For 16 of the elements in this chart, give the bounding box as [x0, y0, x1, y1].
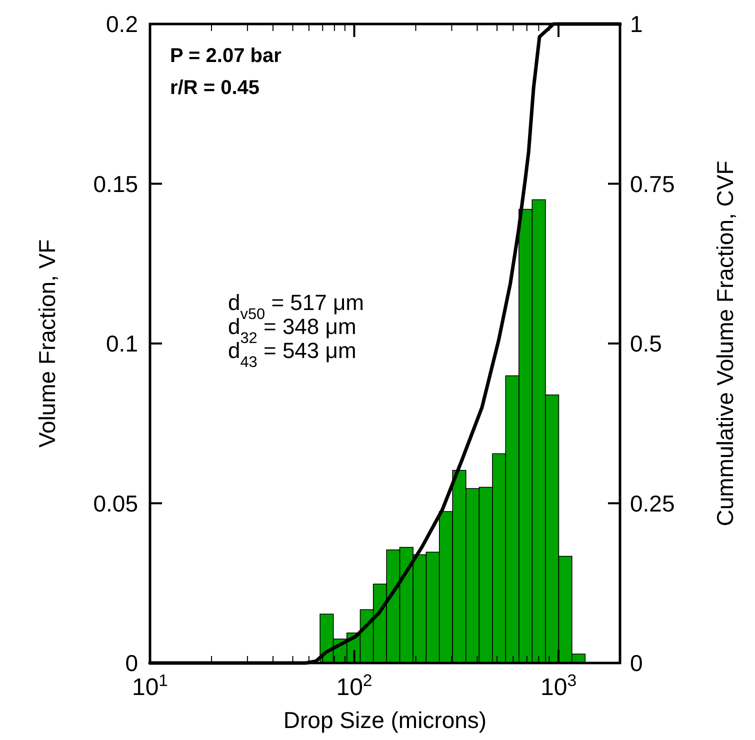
x-tick-label: 10$^{2}$ — [336, 670, 372, 701]
y-tick-label: 0.2 — [106, 11, 138, 37]
y2-tick-label: 0 — [630, 650, 643, 676]
y2-axis-title: Cummulative Volume Fraction, CVF — [712, 160, 738, 526]
x-tick-label: 10$^{3}$ — [540, 670, 577, 701]
y-tick-label: 0.15 — [93, 170, 138, 197]
annotation: P = 2.07 bar — [170, 45, 282, 67]
y2-tick-label: 0.5 — [630, 330, 662, 356]
y2-tick-label: 0.75 — [630, 170, 675, 197]
y-axis-title: Volume Fraction, VF — [34, 239, 60, 448]
x-axis-title: Drop Size (microns) — [283, 707, 487, 733]
y2-tick-label: 1 — [630, 11, 643, 37]
annotation: r/R = 0.45 — [170, 77, 260, 99]
y2-tick-label: 0.25 — [630, 490, 675, 516]
y-tick-label: 0.1 — [106, 330, 138, 356]
y-tick-label: 0.05 — [93, 490, 138, 516]
